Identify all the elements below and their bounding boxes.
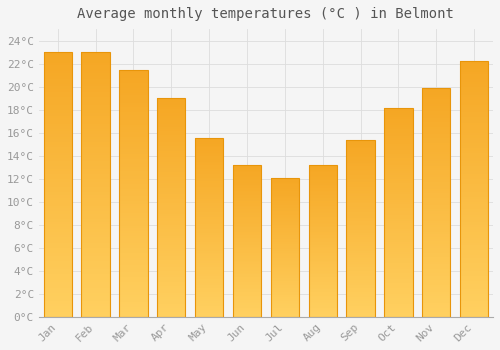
- Bar: [82, 52, 110, 317]
- Bar: [308, 165, 337, 317]
- Bar: [384, 108, 412, 317]
- Bar: [195, 138, 224, 317]
- Bar: [346, 140, 375, 317]
- Bar: [270, 177, 299, 317]
- Bar: [44, 52, 72, 317]
- Bar: [422, 88, 450, 317]
- Title: Average monthly temperatures (°C ) in Belmont: Average monthly temperatures (°C ) in Be…: [78, 7, 454, 21]
- Bar: [119, 70, 148, 317]
- Bar: [233, 165, 261, 317]
- Bar: [157, 98, 186, 317]
- Bar: [460, 61, 488, 317]
